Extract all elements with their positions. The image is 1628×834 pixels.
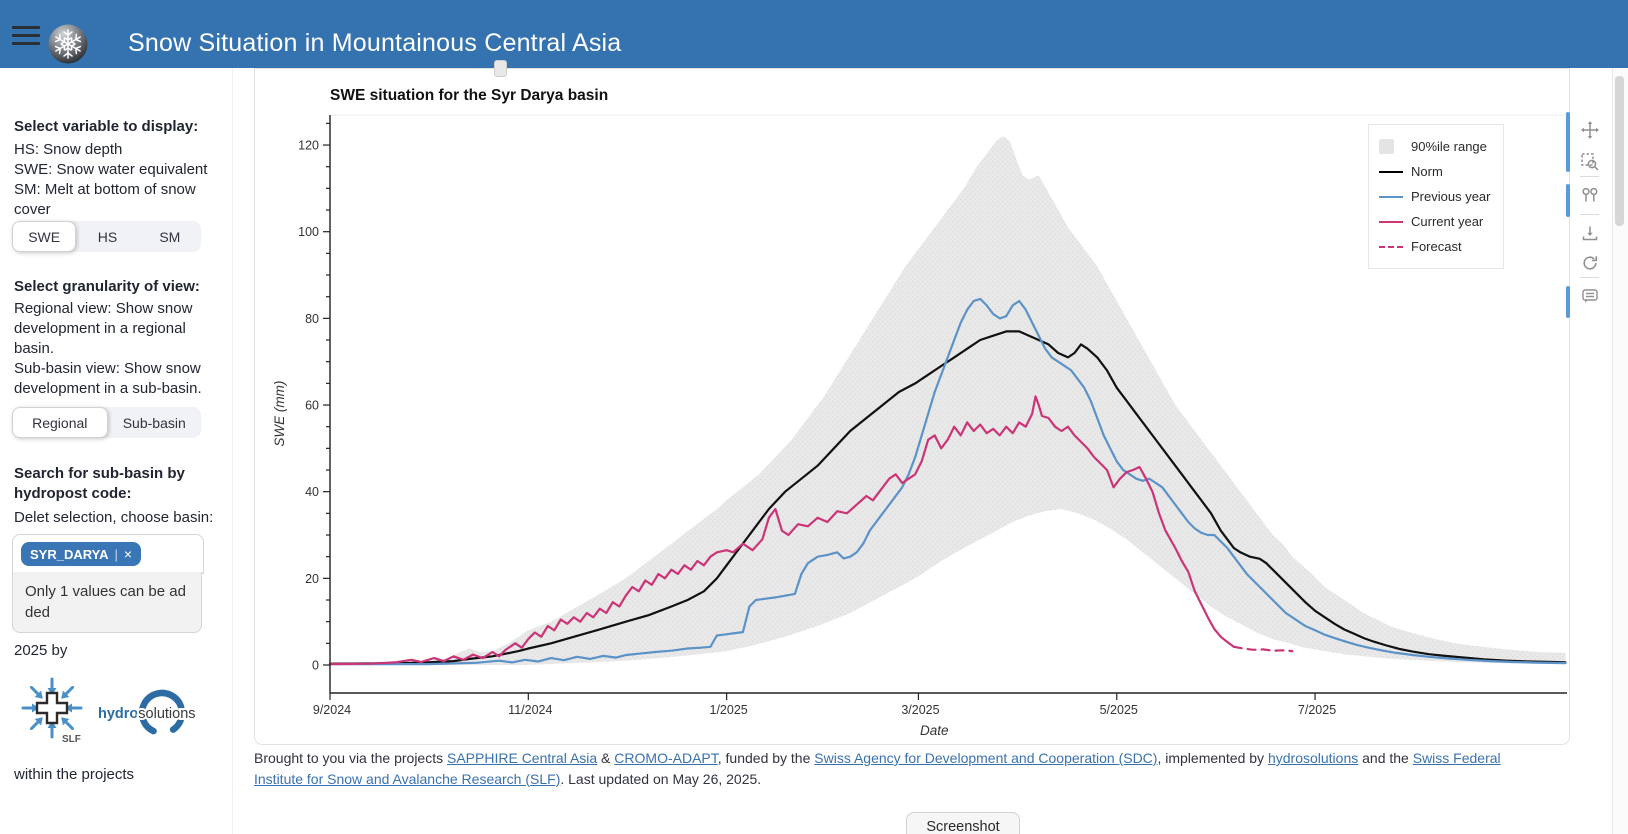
selected-basin-tag: SYR_DARYA | × — [21, 542, 142, 566]
dropdown-message-line1: Only 1 values can be ad — [25, 583, 186, 600]
footer-link[interactable]: SAPPHIRE Central Asia — [447, 750, 598, 766]
slf-logo: SLF — [9, 665, 95, 753]
svg-text:hydrosolutions: hydrosolutions — [98, 706, 196, 722]
sidebar: Select variable to display: HS: Snow dep… — [0, 68, 233, 834]
hover-comment-icon[interactable] — [1578, 284, 1602, 308]
granularity-help-subbasin: Sub-basin view: Show snow development in… — [14, 360, 202, 397]
chart-legend: 90%ile range Norm Previous year Current … — [1368, 124, 1504, 269]
attribution-text: Brought to you via the projects SAPPHIRE… — [254, 748, 1548, 789]
x-tick-label: 7/2025 — [1298, 703, 1336, 717]
y-tick-label: 100 — [298, 225, 319, 239]
y-tick-label: 0 — [312, 659, 319, 673]
footer-text-segment: . Last updated on May 26, 2025. — [560, 770, 762, 787]
hydrosolutions-logo: hydrosolutions — [96, 686, 200, 745]
snowflake-logo — [48, 24, 88, 64]
x-tick-label: 5/2025 — [1100, 703, 1138, 717]
current-year-line-icon — [1379, 220, 1411, 223]
footer-link[interactable]: Swiss Agency for Development and Coopera… — [814, 750, 1158, 766]
x-tick-label: 1/2025 — [710, 703, 748, 717]
selected-basin-label: SYR_DARYA — [30, 546, 109, 562]
y-tick-label: 20 — [305, 572, 319, 586]
chart-title: SWE situation for the Syr Darya basin — [330, 87, 609, 104]
y-tick-label: 80 — [305, 312, 319, 326]
footer-text-segment: , funded by the — [717, 750, 815, 766]
granularity-segmented-control: Regional Sub-basin — [12, 407, 201, 438]
variable-option-swe[interactable]: SWE — [12, 221, 77, 252]
modebar-separator — [1580, 176, 1599, 177]
series-current-year-line — [328, 395, 1235, 666]
modebar-separator — [1580, 277, 1599, 278]
hydro-rest: solutions — [138, 706, 195, 722]
legend-item-band[interactable]: 90%ile range — [1379, 134, 1493, 159]
norm-line-icon — [1379, 170, 1411, 173]
footer-text-segment: , implemented by — [1157, 750, 1268, 766]
variable-option-hs[interactable]: HS — [97, 228, 118, 245]
swe-chart[interactable]: 0 20 40 60 80 100 120 9/2024 11/2024 1/2025 3/2025… — [254, 68, 1570, 745]
pan-icon[interactable] — [1578, 118, 1602, 142]
footer-link[interactable]: CROMO-ADAPT — [614, 750, 718, 766]
zoom-box-icon[interactable] — [1578, 150, 1602, 174]
granularity-help-regional: Regional view: Show snow development in … — [14, 300, 193, 357]
forecast-line-icon — [1379, 245, 1411, 248]
footer-link[interactable]: Swiss Federal Institute for Snow and Ava… — [254, 750, 1501, 787]
legend-item-norm[interactable]: Norm — [1379, 159, 1493, 184]
legend-item-previous-year[interactable]: Previous year — [1379, 184, 1493, 209]
multiselect-dropdown-message: Only 1 values can be ad ded — [12, 572, 202, 633]
basin-multiselect[interactable]: SYR_DARYA | × — [12, 534, 204, 574]
footer-text-segment: Brought to you via the projects — [254, 750, 447, 766]
scroll-indicator-2 — [1566, 184, 1570, 217]
credit-text: 2025 by — [14, 642, 68, 659]
tag-separator: | — [114, 546, 118, 562]
page-scrollbar-thumb[interactable] — [1615, 76, 1624, 226]
x-tick-label: 9/2024 — [313, 703, 351, 717]
modebar-separator — [1580, 214, 1599, 215]
x-tick-label: 11/2024 — [508, 703, 552, 717]
x-axis-title: Date — [920, 723, 949, 738]
download-icon[interactable] — [1578, 221, 1602, 245]
previous-year-line-icon — [1379, 195, 1411, 198]
scroll-indicator-1 — [1566, 112, 1570, 172]
granularity-option-regional[interactable]: Regional — [12, 407, 108, 438]
variable-help-sm: SM: Melt at bottom of snow cover — [14, 181, 196, 218]
hamburger-menu-icon[interactable] — [12, 26, 40, 48]
hydro-bold: hydro — [98, 706, 138, 722]
screenshot-button[interactable]: Screenshot — [906, 812, 1020, 834]
scroll-indicator-3 — [1566, 286, 1570, 318]
reset-axes-icon[interactable] — [1578, 251, 1602, 275]
footer-text-segment: & — [597, 750, 615, 766]
slf-label-text: SLF — [62, 734, 81, 745]
legend-item-current-year[interactable]: Current year — [1379, 209, 1493, 234]
app-header: Snow Situation in Mountainous Central As… — [0, 0, 1628, 68]
footer-link[interactable]: hydrosolutions — [1267, 750, 1359, 766]
remove-tag-icon[interactable]: × — [123, 546, 133, 562]
band-swatch-icon — [1379, 139, 1411, 154]
horizontal-scroll-thumb[interactable] — [494, 60, 507, 77]
sidebar-footer-note: within the projects — [14, 766, 135, 783]
page-title: Snow Situation in Mountainous Central As… — [128, 29, 622, 57]
granularity-section-heading: Select granularity of view: — [14, 278, 200, 295]
granularity-option-subbasin[interactable]: Sub-basin — [122, 414, 186, 431]
y-tick-label: 60 — [305, 399, 319, 413]
band-90pct-range — [330, 136, 1566, 665]
page-scrollbar-track[interactable] — [1612, 68, 1628, 834]
series-norm-line — [328, 330, 1567, 665]
series-forecast-line — [1232, 645, 1294, 653]
footer-text-segment: and the — [1358, 750, 1413, 766]
x-tick-label: 3/2025 — [901, 703, 939, 717]
compare-data-on-hover-icon[interactable] — [1578, 183, 1602, 207]
y-tick-label: 120 — [298, 139, 319, 153]
search-instruction: Delet selection, choose basin: — [14, 509, 214, 526]
variable-help-hs: HS: Snow depth — [14, 141, 123, 158]
dropdown-message-line2: ded — [25, 604, 51, 621]
y-tick-label: 40 — [305, 485, 319, 499]
variable-help-swe: SWE: Snow water equivalent — [14, 161, 208, 178]
search-section-heading: Search for sub-basin by hydropost code: — [14, 465, 185, 502]
y-axis-title: SWE (mm) — [272, 381, 287, 447]
legend-item-forecast[interactable]: Forecast — [1379, 234, 1493, 259]
variable-segmented-control: SWE HS SM — [12, 221, 201, 252]
variable-option-sm[interactable]: SM — [159, 228, 181, 245]
variable-section-heading: Select variable to display: — [14, 118, 199, 135]
series-previous-year-line — [328, 297, 1567, 666]
